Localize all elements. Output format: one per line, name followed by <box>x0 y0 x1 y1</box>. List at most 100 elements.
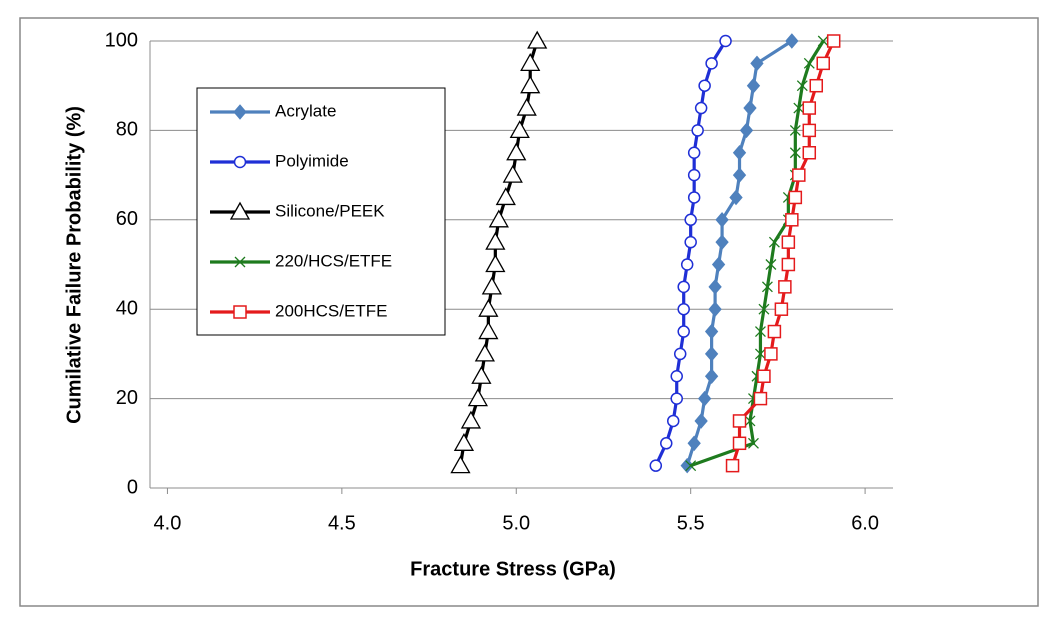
marker <box>732 414 747 428</box>
marker <box>649 459 663 472</box>
marker <box>761 281 773 293</box>
legend-label: Polyimide <box>275 151 349 170</box>
y-tick-label: 80 <box>116 119 138 141</box>
marker <box>488 209 509 228</box>
marker <box>691 124 704 137</box>
marker <box>754 348 766 360</box>
marker <box>809 78 824 93</box>
marker <box>788 190 803 205</box>
marker <box>234 256 246 268</box>
marker <box>803 57 815 69</box>
marker <box>684 235 697 249</box>
x-tick-label: 5.5 <box>677 512 705 534</box>
marker <box>697 390 712 407</box>
marker <box>732 436 747 451</box>
marker <box>704 323 719 340</box>
marker <box>485 254 506 273</box>
y-tick-label: 100 <box>105 29 138 51</box>
marker <box>792 168 806 182</box>
marker <box>660 437 673 450</box>
legend-label: Acrylate <box>275 101 336 120</box>
x-tick-label: 5.0 <box>502 512 530 534</box>
marker <box>680 457 694 474</box>
x-tick-label: 4.5 <box>328 512 356 534</box>
marker <box>789 147 801 159</box>
legend-label: 200HCS/ETFE <box>275 301 387 320</box>
marker <box>509 120 530 139</box>
marker <box>711 256 726 273</box>
marker <box>744 415 756 427</box>
marker <box>785 33 799 49</box>
marker <box>708 301 722 317</box>
marker <box>750 55 764 72</box>
legend-label: Silicone/PEEK <box>275 201 385 220</box>
marker <box>527 30 548 49</box>
marker <box>732 167 747 183</box>
marker <box>506 142 527 161</box>
marker <box>694 101 708 115</box>
marker <box>757 369 771 383</box>
marker <box>704 346 719 362</box>
marker <box>698 79 711 92</box>
marker <box>485 231 506 250</box>
marker <box>725 458 740 473</box>
marker <box>739 122 754 139</box>
marker <box>743 100 757 116</box>
marker <box>816 56 830 71</box>
marker <box>481 276 502 295</box>
marker <box>502 164 523 183</box>
marker <box>673 347 687 361</box>
marker <box>781 257 796 272</box>
marker <box>748 437 759 449</box>
marker <box>677 280 690 294</box>
marker <box>467 388 489 407</box>
y-axis-title: Cumilative Failure Probability (%) <box>63 106 85 424</box>
marker <box>670 370 683 383</box>
marker <box>802 101 817 115</box>
marker <box>233 104 247 120</box>
marker <box>764 347 778 361</box>
marker <box>715 212 729 228</box>
marker <box>746 77 761 94</box>
y-tick-label: 20 <box>116 387 138 409</box>
marker <box>460 410 482 429</box>
legend: Acrylate Polyimide Silicone/PEEK 220/HCS/ET… <box>210 101 392 320</box>
marker <box>765 259 777 270</box>
marker <box>670 392 683 405</box>
legend-label: 220/HCS/ETFE <box>275 251 392 270</box>
marker <box>754 326 766 338</box>
marker <box>802 123 817 138</box>
marker <box>687 191 701 204</box>
marker <box>478 298 499 317</box>
marker <box>708 279 722 295</box>
axes: 0 20 40 60 80 100 4.0 4.5 5.0 5.5 6.0 <box>105 29 893 534</box>
marker <box>495 187 516 206</box>
marker <box>233 305 247 319</box>
marker <box>704 368 719 385</box>
x-tick-label: 4.0 <box>154 512 182 534</box>
marker <box>677 302 690 316</box>
marker <box>793 102 805 114</box>
marker <box>758 303 770 315</box>
marker <box>684 213 697 227</box>
marker <box>478 321 499 340</box>
x-axis-title: Fracture Stress (GPa) <box>410 558 616 580</box>
marker <box>796 80 808 92</box>
marker <box>781 235 796 249</box>
marker <box>768 236 780 248</box>
marker <box>666 414 680 428</box>
x-tick-label: 6.0 <box>851 512 879 534</box>
marker <box>732 144 747 161</box>
marker <box>687 146 701 159</box>
marker <box>677 325 690 338</box>
marker <box>687 435 701 452</box>
marker <box>719 34 732 48</box>
chart-frame <box>19 17 1039 607</box>
marker <box>767 324 782 339</box>
marker <box>516 97 537 116</box>
marker <box>715 234 729 250</box>
marker <box>778 280 792 294</box>
y-tick-label: 60 <box>116 208 138 230</box>
marker <box>789 124 801 136</box>
